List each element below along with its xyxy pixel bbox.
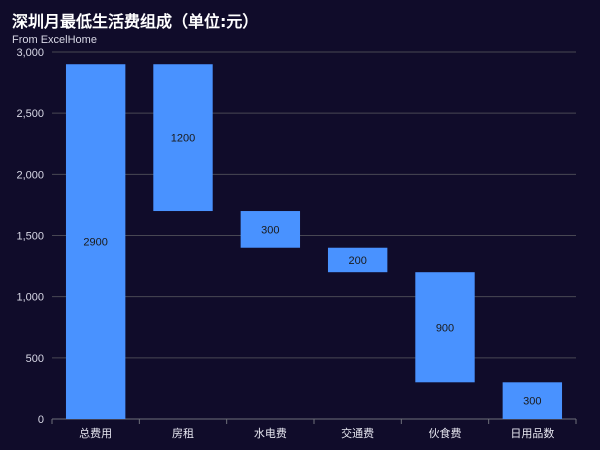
data-label: 300 <box>523 396 541 408</box>
bar[interactable] <box>153 64 213 212</box>
data-label: 1200 <box>171 133 195 145</box>
chart-title: 深圳月最低生活费组成（单位:元） <box>12 12 259 31</box>
x-tick-label: 总费用 <box>79 426 112 440</box>
x-tick-label: 日用品数 <box>510 427 554 440</box>
bar-layer <box>65 64 563 419</box>
bar[interactable] <box>240 211 301 248</box>
x-tick-label: 房租 <box>172 427 194 440</box>
x-tick-label: 伙食费 <box>429 426 462 440</box>
data-label: 2900 <box>83 237 107 249</box>
bar[interactable] <box>65 64 126 419</box>
y-tick-label: 2,500 <box>16 108 44 120</box>
data-label: 900 <box>436 322 454 334</box>
y-tick-label: 500 <box>26 353 44 365</box>
data-label: 300 <box>261 224 279 236</box>
axis-layer: 0 500 1,000 1,500 2,000 2,500 3,000 总费用 房租 水电费 交通费… <box>16 47 577 440</box>
label-layer: 2900 1200 300 200 900 300 <box>83 133 541 408</box>
bar[interactable] <box>327 247 388 273</box>
x-tick-label: 水电费 <box>254 427 287 440</box>
bar[interactable] <box>415 272 475 383</box>
y-tick-label: 3,000 <box>16 47 44 59</box>
bar[interactable] <box>502 382 563 419</box>
chart-subtitle: From ExcelHome <box>12 34 97 46</box>
grid-layer <box>52 51 576 359</box>
x-tick-label: 交通费 <box>341 426 374 440</box>
data-label: 200 <box>348 255 366 267</box>
y-tick-label: 1,500 <box>16 231 44 243</box>
y-tick-label: 1,000 <box>16 292 44 304</box>
y-tick-label: 0 <box>38 414 44 426</box>
y-tick-label: 2,000 <box>16 169 44 181</box>
